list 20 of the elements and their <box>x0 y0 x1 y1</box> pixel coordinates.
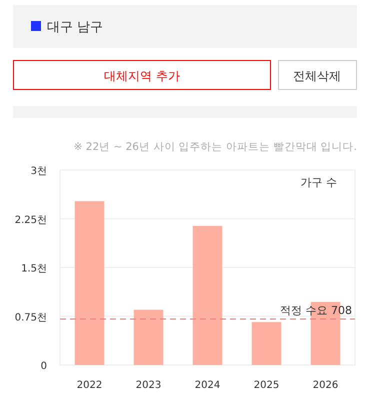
y-tick-label: 0.75천 <box>14 312 47 324</box>
y-tick-label: 1.5천 <box>21 264 47 274</box>
x-tick-label: 2024 <box>194 380 220 391</box>
ref-line-label: 적정 수요 708 <box>280 304 352 317</box>
y-axis-title: 가구 수 <box>300 176 337 189</box>
y-tick-label: 3천 <box>30 166 47 177</box>
bar <box>74 201 104 365</box>
text: 전체삭제 <box>293 69 341 83</box>
x-tick-label: 2026 <box>312 380 338 391</box>
bar <box>134 310 164 365</box>
chart-title: 대구 남구 <box>47 20 104 35</box>
x-tick-label: 2025 <box>254 380 280 391</box>
text: 대체지역 추가 <box>104 69 180 83</box>
bar <box>252 322 282 365</box>
x-tick-label: 2023 <box>136 380 162 391</box>
y-tick-label: 0 <box>40 361 47 372</box>
text: ※ 22년 ~ 26년 사이 입주하는 아파트는 빨간막대 입니다. <box>74 141 357 153</box>
y-tick-label: 2.25천 <box>14 214 47 226</box>
x-tick-label: 2022 <box>76 380 102 391</box>
bar <box>192 226 222 365</box>
